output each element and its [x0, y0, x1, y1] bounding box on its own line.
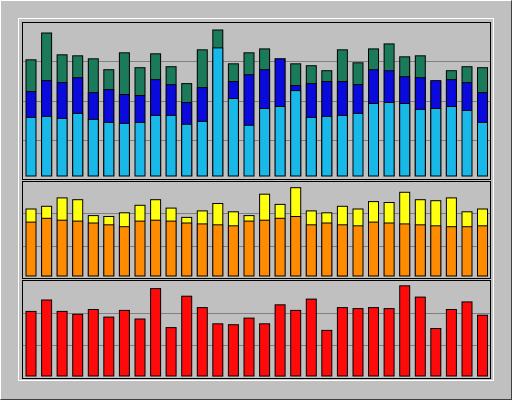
bar-panel-1-series-3-cat-4 — [72, 112, 84, 177]
bar-panel-1-series-3-cat-2 — [41, 115, 53, 177]
bar-panel-2-series-2-cat-13 — [212, 224, 224, 277]
bar-panel-1-series-3-cat-14 — [227, 98, 239, 177]
bar-panel-3-series-1-cat-16 — [259, 323, 271, 377]
bar-panel-1-series-3-cat-8 — [134, 121, 146, 177]
panel-2-border — [22, 181, 491, 279]
bar-panel-2-series-2-cat-16 — [259, 219, 271, 277]
bar-panel-1-series-3-cat-21 — [336, 114, 348, 177]
bar-panel-2-series-2-cat-22 — [352, 225, 364, 277]
bar-panel-2-series-2-cat-6 — [103, 224, 115, 277]
bar-panel-2-series-2-cat-2 — [41, 217, 53, 277]
bar-panel-1-series-3-cat-11 — [181, 123, 193, 177]
bar-panel-2-series-2-cat-14 — [227, 225, 239, 277]
bar-panel-3-series-1-cat-25 — [399, 285, 411, 377]
bar-panel-3-series-1-cat-13 — [212, 323, 224, 377]
bar-panel-1-series-3-cat-19 — [305, 116, 317, 177]
bar-panel-2-series-2-cat-27 — [430, 225, 442, 277]
bar-panel-2-series-2-cat-29 — [461, 226, 473, 277]
bar-panel-1-series-3-cat-7 — [118, 122, 130, 177]
bar-panel-3-series-1-cat-21 — [336, 307, 348, 377]
bar-panel-2-series-2-cat-21 — [336, 224, 348, 277]
panel-3-border — [22, 280, 491, 379]
bar-panel-3-series-1-cat-1 — [25, 310, 37, 377]
bar-panel-3-series-1-cat-22 — [352, 308, 364, 377]
bar-panel-3-series-1-cat-29 — [461, 301, 473, 377]
bar-panel-3-series-1-cat-26 — [414, 296, 426, 377]
bar-panel-1-series-3-cat-1 — [25, 116, 37, 177]
bar-panel-3-series-1-cat-18 — [290, 309, 302, 377]
bar-panel-3-series-1-cat-10 — [165, 327, 177, 377]
bar-panel-3-series-1-cat-14 — [227, 324, 239, 377]
bar-panel-1-series-3-cat-28 — [445, 106, 457, 177]
plot-area-bevel — [18, 18, 494, 381]
bar-panel-1-series-3-cat-17 — [274, 106, 286, 177]
bar-panel-1-series-3-cat-10 — [165, 114, 177, 177]
bar-panel-1-series-3-cat-16 — [259, 108, 271, 177]
bar-panel-2-series-2-cat-8 — [134, 220, 146, 277]
bar-panel-2-series-2-cat-4 — [72, 220, 84, 277]
bar-panel-2-series-2-cat-28 — [445, 226, 457, 277]
bar-panel-3-series-1-cat-19 — [305, 298, 317, 377]
bar-panel-1-series-3-cat-12 — [196, 120, 208, 177]
bar-panel-3-series-1-cat-24 — [383, 308, 395, 377]
bar-panel-2-series-2-cat-18 — [290, 216, 302, 277]
bar-panel-3-series-1-cat-12 — [196, 307, 208, 377]
bar-panel-2-series-2-cat-10 — [165, 220, 177, 277]
bar-panel-2-series-2-cat-25 — [399, 223, 411, 277]
bar-panel-2-series-2-cat-19 — [305, 224, 317, 277]
bar-panel-3-series-1-cat-5 — [87, 309, 99, 377]
bar-panel-2-series-2-cat-12 — [196, 223, 208, 277]
bar-panel-2-series-2-cat-24 — [383, 222, 395, 277]
bar-panel-2-series-2-cat-1 — [25, 221, 37, 277]
bar-panel-1-series-3-cat-3 — [56, 117, 68, 177]
bar-panel-1-series-3-cat-9 — [150, 114, 162, 177]
bar-panel-1-series-3-cat-23 — [368, 103, 379, 177]
bar-panel-1-series-3-cat-15 — [243, 124, 255, 177]
bar-panel-2-series-2-cat-5 — [87, 222, 99, 277]
bar-panel-2-series-2-cat-7 — [118, 226, 130, 277]
bar-panel-3-series-1-cat-7 — [118, 309, 130, 377]
bar-panel-1-series-3-cat-6 — [103, 121, 115, 177]
bar-panel-2-series-2-cat-23 — [368, 221, 379, 277]
bar-panel-1-series-3-cat-30 — [477, 121, 488, 177]
bar-panel-2-series-2-cat-3 — [56, 219, 68, 277]
bar-panel-1-series-3-cat-29 — [461, 109, 473, 177]
bar-panel-3-series-1-cat-20 — [321, 329, 333, 377]
bar-panel-1-series-3-cat-18 — [290, 90, 302, 177]
bar-panel-2-series-2-cat-20 — [321, 222, 333, 277]
bar-panel-3-series-1-cat-6 — [103, 316, 115, 377]
bar-panel-1-series-3-cat-22 — [352, 112, 364, 177]
bar-panel-1-series-3-cat-25 — [399, 103, 411, 177]
bar-panel-2-series-2-cat-15 — [243, 220, 255, 277]
bar-panel-3-series-1-cat-4 — [72, 313, 84, 377]
bar-panel-2-series-2-cat-17 — [274, 217, 286, 277]
bar-panel-3-series-1-cat-15 — [243, 317, 255, 377]
bar-panel-3-series-1-cat-11 — [181, 295, 193, 377]
bar-panel-3-series-1-cat-2 — [41, 299, 53, 377]
bar-panel-3-series-1-cat-17 — [274, 304, 286, 377]
bar-panel-3-series-1-cat-30 — [477, 314, 488, 377]
bar-panel-3-series-1-cat-9 — [150, 288, 162, 377]
bar-panel-1-series-3-cat-24 — [383, 102, 395, 177]
bar-panel-2-series-2-cat-9 — [150, 219, 162, 277]
bar-panel-3-series-1-cat-27 — [430, 328, 442, 377]
bar-panel-1-series-3-cat-20 — [321, 115, 333, 177]
bar-panel-3-series-1-cat-23 — [368, 307, 379, 377]
bar-panel-1-series-3-cat-26 — [414, 108, 426, 177]
bar-panel-2-series-2-cat-26 — [414, 224, 426, 277]
bar-panel-1-series-3-cat-5 — [87, 118, 99, 177]
bar-panel-3-series-1-cat-28 — [445, 309, 457, 377]
bar-panel-1-series-3-cat-27 — [430, 108, 442, 177]
bar-panel-3-series-1-cat-3 — [56, 310, 68, 377]
bar-panel-2-series-2-cat-11 — [181, 222, 193, 277]
bar-panel-3-series-1-cat-8 — [134, 318, 146, 377]
bar-panel-1-series-3-cat-13 — [212, 47, 224, 177]
bar-panel-2-series-2-cat-30 — [477, 225, 488, 277]
